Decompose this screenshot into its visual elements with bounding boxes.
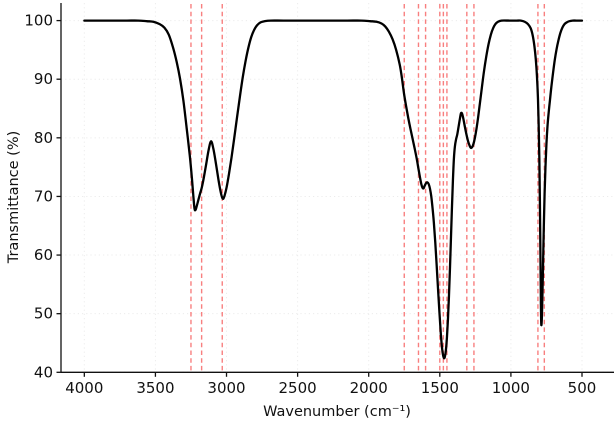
- spectrum-curve: [83, 19, 584, 360]
- y-tick-label: 70: [34, 187, 53, 205]
- marker-lines-layer: [190, 4, 546, 372]
- x-tick-label: 4000: [65, 379, 103, 397]
- y-axis-title: Transmittance (%): [6, 131, 22, 265]
- x-tick-label: 500: [568, 379, 597, 397]
- x-tick-label: 1500: [421, 379, 459, 397]
- x-tick-label: 2000: [350, 379, 388, 397]
- x-tick-label: 3500: [136, 379, 174, 397]
- y-tick-label: 40: [34, 363, 53, 381]
- x-tick-label: 3000: [207, 379, 245, 397]
- tick-labels-layer: 4000 3500 3000 2500 2000 1500 1000 500 40 50 60 70 8…: [24, 12, 596, 397]
- spectrum-curve-layer: [83, 19, 584, 360]
- y-tick-label: 100: [24, 12, 53, 30]
- x-tick-label: 2500: [279, 379, 317, 397]
- x-axis-title: Wavenumber (cm⁻¹): [263, 404, 411, 420]
- y-tick-label: 80: [34, 129, 53, 147]
- axes-layer: [56, 3, 614, 377]
- x-tick-label: 1000: [492, 379, 530, 397]
- y-tick-label: 60: [34, 246, 53, 264]
- y-tick-label: 50: [34, 305, 53, 323]
- y-tick-label: 90: [34, 70, 53, 88]
- grid-layer: [61, 3, 613, 373]
